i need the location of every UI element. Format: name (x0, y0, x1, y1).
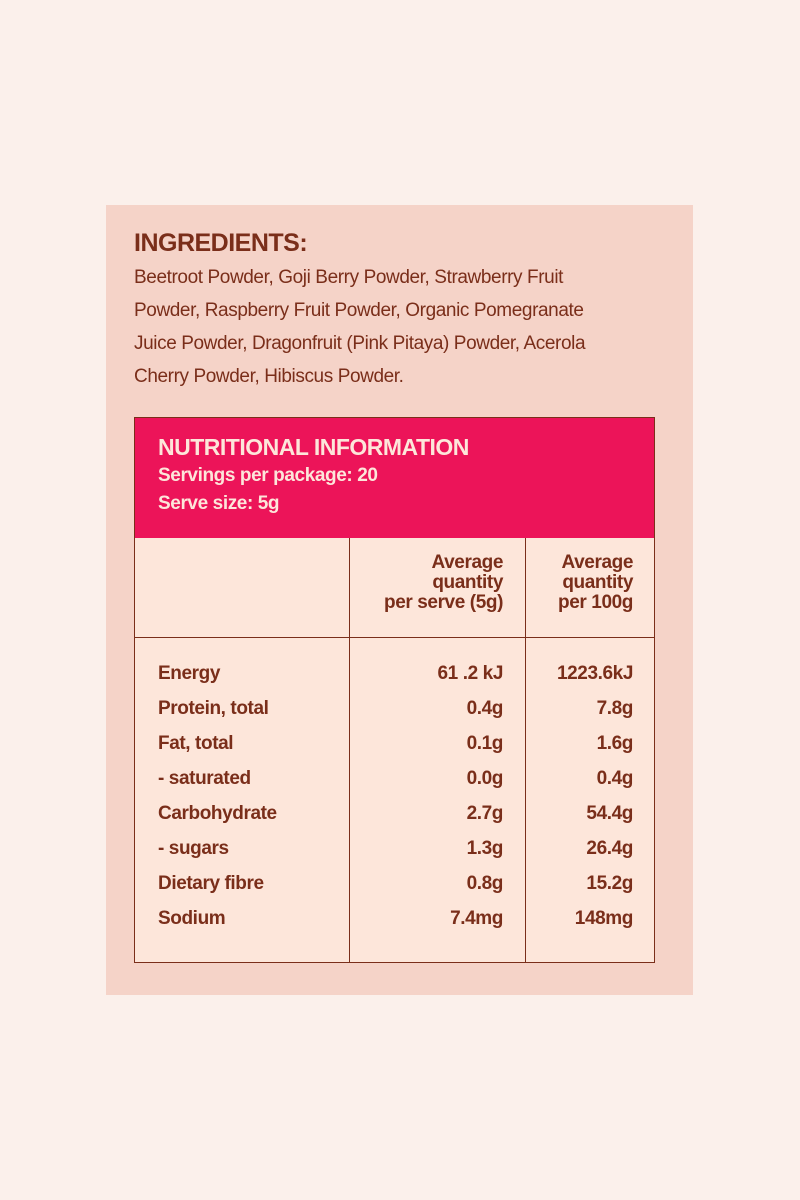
column-header: quantity (562, 572, 633, 593)
column-header: Average (431, 552, 504, 573)
nutrient-value: 1.6g (596, 733, 634, 754)
column-header: Average (561, 552, 634, 573)
servings: Servings per package: 20 (158, 465, 378, 486)
nutrient-name: Dietary fibre (158, 873, 264, 894)
nutrient-value: 1223.6kJ (556, 663, 633, 684)
nutrient-name: Fat, total (158, 733, 234, 754)
nutrient-value: 7.8g (596, 698, 634, 719)
nutrient-name: - saturated (158, 768, 251, 789)
nutrient-value: 7.4mg (450, 908, 503, 929)
nutrient-value: 26.4g (586, 838, 633, 859)
ingredients-heading: INGREDIENTS: (134, 229, 308, 257)
label-card: INGREDIENTS: NUTRITIONAL INFORMATION Ser… (106, 205, 693, 995)
nutrition-table: NUTRITIONAL INFORMATION Servings per pac… (134, 417, 655, 963)
nutrient-value: 148mg (574, 908, 634, 929)
nutrient-value: 0.4g (596, 768, 634, 789)
nutrient-value: 0.8g (466, 873, 504, 894)
nutrient-name: Protein, total (158, 698, 269, 719)
divider (525, 538, 526, 962)
nutrient-value: 1.3g (466, 838, 504, 859)
ingredients-line: Powder, Raspberry Fruit Powder, Organic … (134, 300, 584, 321)
nutrient-value: 0.1g (466, 733, 504, 754)
nutrient-value: 2.7g (466, 803, 504, 824)
nutrient-name: Energy (158, 663, 221, 684)
divider (135, 637, 654, 638)
nutrient-name: - sugars (158, 838, 229, 859)
column-header: quantity (432, 572, 503, 593)
ingredients-line: Cherry Powder, Hibiscus Powder. (134, 366, 404, 387)
column-header: per serve (5g) (383, 592, 503, 613)
nutrient-value: 61 .2 kJ (437, 663, 504, 684)
nutrient-value: 15.2g (586, 873, 633, 894)
nutrition-title: NUTRITIONAL INFORMATION (158, 434, 469, 460)
serve-size: Serve size: 5g (158, 493, 280, 514)
ingredients-line: Juice Powder, Dragonfruit (Pink Pitaya) … (134, 333, 586, 354)
nutrition-header: NUTRITIONAL INFORMATION Servings per pac… (135, 418, 654, 538)
divider (349, 538, 350, 962)
nutrient-value: 0.4g (466, 698, 504, 719)
nutrient-name: Sodium (158, 908, 226, 929)
column-header: per 100g (558, 592, 633, 613)
ingredients-line: Beetroot Powder, Goji Berry Powder, Stra… (134, 267, 564, 288)
nutrient-value: 0.0g (466, 768, 504, 789)
nutrient-value: 54.4g (586, 803, 633, 824)
nutrient-name: Carbohydrate (158, 803, 277, 824)
